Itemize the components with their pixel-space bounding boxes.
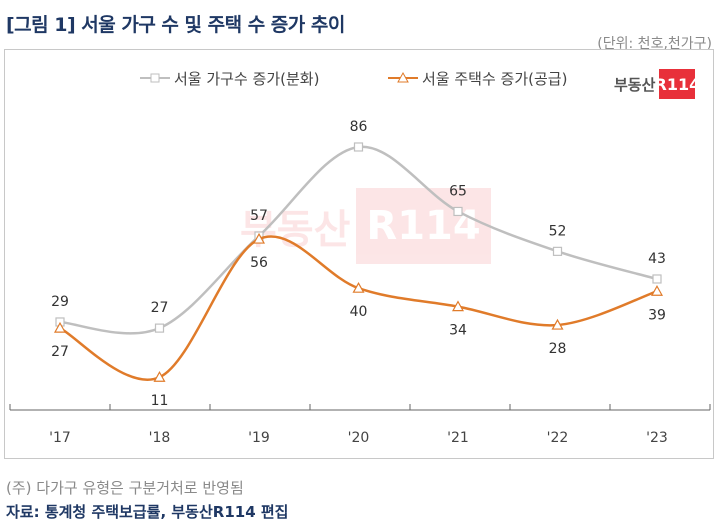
x-tick-label: '17	[49, 430, 71, 446]
brand-logo: 부동산 R114	[614, 69, 700, 99]
x-tick-label: '19	[248, 430, 270, 446]
x-tick-label: '18	[149, 430, 171, 446]
data-point-square	[154, 323, 165, 333]
x-tick-label: '22	[547, 430, 569, 446]
footnote: (주) 다가구 유형은 구분거처로 반영됨	[6, 479, 244, 497]
data-point-square	[453, 206, 463, 217]
data-label: 28	[549, 341, 567, 357]
data-label: 27	[51, 344, 69, 360]
chart-title: [그림 1] 서울 가구 수 및 주택 수 증가 추이	[6, 14, 345, 36]
legend-label-0: 서울 가구수 증가(분화)	[174, 70, 319, 88]
data-point-triangle	[352, 281, 365, 293]
data-point-triangle	[551, 318, 564, 330]
data-point-triangle	[153, 370, 166, 382]
data-label: 34	[449, 323, 467, 339]
data-label: 40	[350, 304, 368, 320]
legend-triangle-marker	[397, 71, 409, 83]
unit-label: (단위: 천호,천가구)	[597, 36, 712, 52]
logo-badge: R114	[655, 69, 700, 99]
data-label: 57	[250, 208, 268, 224]
x-tick-label: '20	[348, 430, 370, 446]
source-note: 자료: 통계청 주택보급률, 부동산R114 편집	[6, 503, 289, 521]
data-label: 86	[350, 119, 368, 135]
chart-frame	[4, 49, 714, 459]
x-tick-label: '23	[646, 430, 668, 446]
data-point-square	[552, 246, 563, 256]
logo-text: 부동산	[614, 75, 656, 94]
data-label: 56	[250, 255, 268, 271]
data-point-square	[652, 274, 662, 284]
data-point-triangle	[53, 321, 67, 333]
data-point-square	[353, 142, 364, 152]
data-point-triangle	[650, 285, 664, 296]
data-label: 39	[648, 307, 666, 323]
x-tick-label: '21	[447, 430, 469, 446]
data-label: 65	[449, 183, 467, 199]
legend-label-1: 서울 주택수 증가(공급)	[422, 70, 567, 88]
data-label: 52	[549, 223, 567, 239]
legend-square-marker	[150, 73, 160, 83]
data-point-triangle	[451, 300, 465, 312]
data-label: 43	[648, 251, 666, 267]
data-label: 27	[151, 300, 169, 316]
data-point-triangle	[252, 232, 266, 244]
data-label: 11	[151, 393, 169, 409]
data-label: 29	[51, 294, 69, 310]
